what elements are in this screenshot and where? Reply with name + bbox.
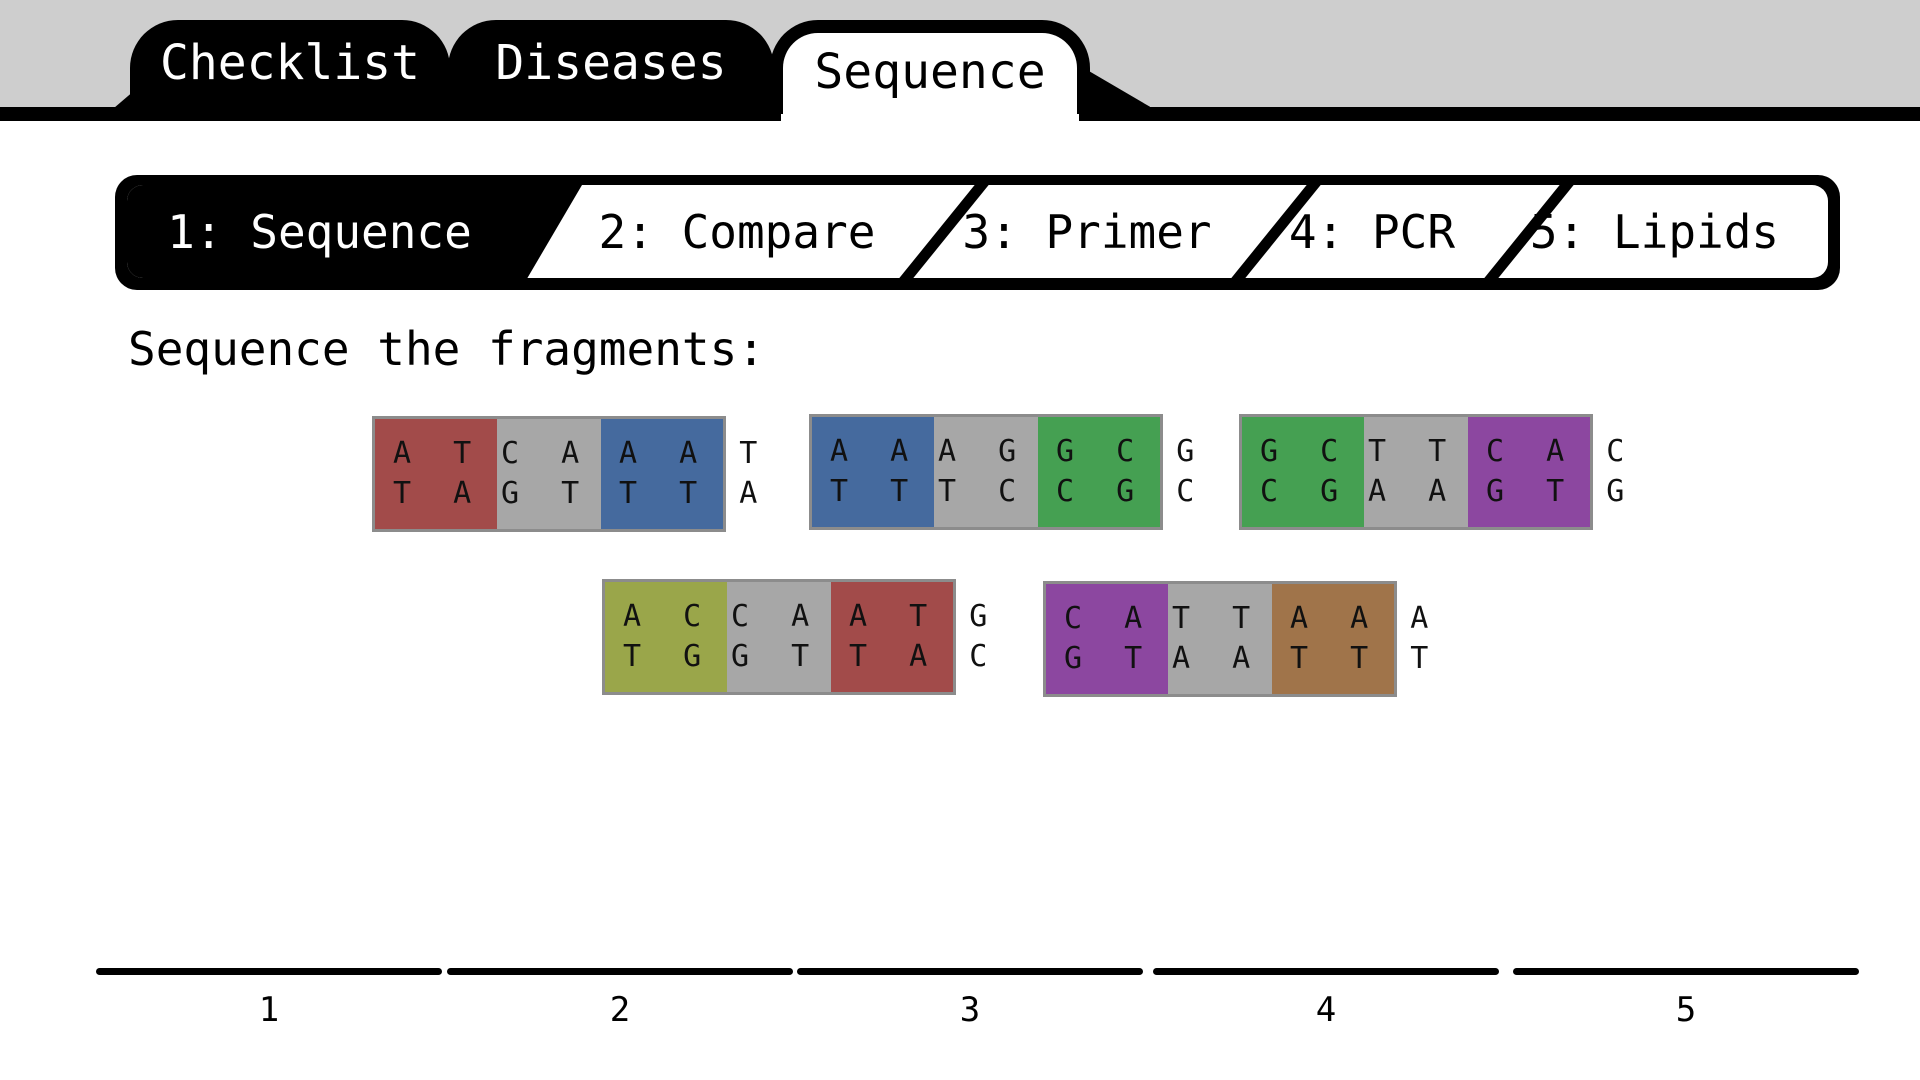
step-compare[interactable]: 2: Compare (567, 185, 907, 278)
slot-label: 3 (959, 990, 981, 1030)
slot-label: 1 (258, 990, 280, 1030)
slot-label: 5 (1675, 990, 1697, 1030)
step-navigation: 1: Sequence 2: Compare 3: Primer 4: PCR … (115, 175, 1840, 290)
slot-label: 4 (1315, 990, 1337, 1030)
step-sequence[interactable]: 1: Sequence (127, 185, 582, 278)
top-strand: A A T (619, 436, 770, 471)
fragment-block: T T C A A G (1364, 417, 1506, 527)
tab-sequence[interactable]: Sequence (770, 20, 1090, 128)
fragment-block: A A A T T T (1272, 584, 1428, 694)
tab-sequence-label: Sequence (814, 43, 1046, 100)
dna-fragment[interactable]: G C G C G C T T C A A G C A C G T G (1239, 414, 1624, 530)
fragment-block: T T C A A G (1168, 584, 1310, 694)
bottom-strand: G T G (1486, 474, 1637, 509)
fragment-block: A G G T C C (934, 417, 1076, 527)
step-primer-label: 3: Primer (962, 204, 1212, 259)
drop-slot-4[interactable] (1153, 968, 1499, 975)
fragment-block: G C G C G C (1242, 417, 1398, 527)
step-pcr-label: 4: PCR (1288, 204, 1456, 259)
dna-fragment[interactable]: A T G T A C C A T G T A A A T T T A (372, 416, 757, 532)
dna-fragment[interactable]: A C C T G G C A T G T A A T G T A C (602, 579, 987, 695)
bottom-strand: C G C (1056, 474, 1207, 509)
slot-label: 2 (609, 990, 631, 1030)
top-strand: A T G (849, 599, 1000, 634)
bottom-strand: T T T (1290, 641, 1441, 676)
drop-slot-3[interactable] (797, 968, 1143, 975)
top-strand: A A A (1290, 601, 1441, 636)
tab-checklist[interactable]: Checklist (130, 20, 450, 118)
fragment-block: A A T T T A (601, 419, 757, 529)
step-compare-label: 2: Compare (598, 204, 876, 259)
drop-slot-2[interactable] (447, 968, 793, 975)
bottom-strand: T T A (619, 476, 770, 511)
fragment-block: G C G C G C (1038, 417, 1194, 527)
step-lipids[interactable]: 5: Lipids (1492, 185, 1817, 278)
top-strand: C A C (1486, 434, 1637, 469)
step-lipids-label: 5: Lipids (1529, 204, 1780, 259)
top-strand: G C G (1056, 434, 1207, 469)
tab-checklist-label: Checklist (159, 35, 421, 91)
step-sequence-label: 1: Sequence (167, 204, 472, 259)
tab-diseases-label: Diseases (495, 35, 727, 91)
fragment-block: C A T G T A (727, 582, 869, 692)
tab-diseases[interactable]: Diseases (448, 20, 774, 118)
fragment-block: C A C G T G (1468, 417, 1624, 527)
fragment-block: C A T G T A (497, 419, 639, 529)
fragment-block: A A T T T A (812, 417, 968, 527)
fragment-block: C A C G T G (1046, 584, 1202, 694)
step-primer[interactable]: 3: Primer (922, 185, 1252, 278)
step-navigation-inner: 1: Sequence 2: Compare 3: Primer 4: PCR … (127, 185, 1828, 278)
fragment-block: A T G T A C (375, 419, 531, 529)
fragment-block: A T G T A C (831, 582, 987, 692)
drop-slot-5[interactable] (1513, 968, 1859, 975)
bottom-strand: T A C (849, 639, 1000, 674)
dna-fragment[interactable]: A A T T T A A G G T C C G C G C G C (809, 414, 1194, 530)
fragment-block: A C C T G G (605, 582, 761, 692)
step-pcr[interactable]: 4: PCR (1262, 185, 1482, 278)
instruction-text: Sequence the fragments: (128, 322, 765, 376)
drop-slot-1[interactable] (96, 968, 442, 975)
dna-fragment[interactable]: C A C G T G T T C A A G A A A T T T (1043, 581, 1428, 697)
